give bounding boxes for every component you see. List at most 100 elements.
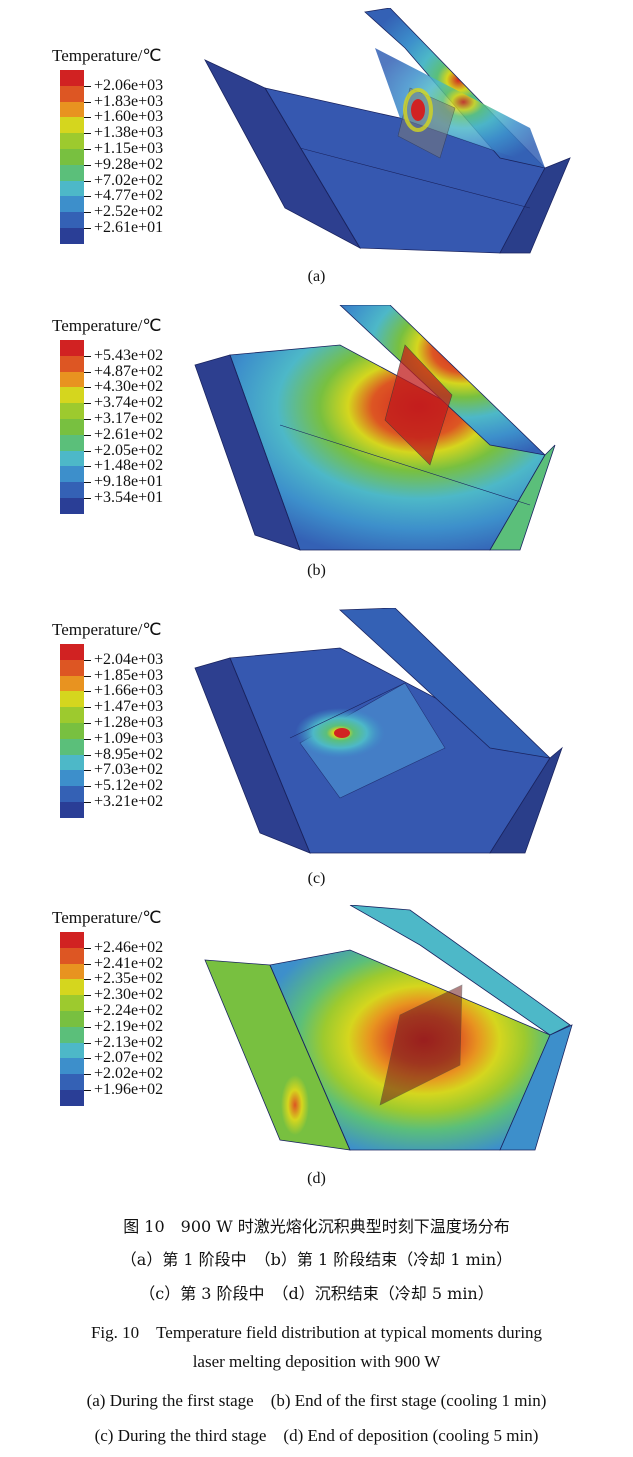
- legend-swatch: [60, 101, 84, 118]
- legend-value: +3.54e+01: [94, 489, 164, 506]
- legend-value: +4.77e+02: [94, 187, 164, 205]
- panel-a: Temperature/℃ +2.06e+03 +1.83e+03 +1.60e+0…: [0, 0, 633, 295]
- legend-tick: [84, 85, 91, 87]
- legend-swatch: [60, 466, 84, 483]
- legend-tick: [84, 498, 91, 499]
- fem-model-a: [204, 8, 571, 254]
- legend-value: +1.66e+03: [94, 682, 164, 700]
- legend-value: +1.09e+03: [94, 729, 164, 747]
- legend-tick: [84, 754, 91, 756]
- legend-swatch: [60, 164, 84, 182]
- caption-cn-sub-2: （c）第 3 阶段中 （d）沉积结束（冷却 5 min）: [139, 1284, 494, 1303]
- legend-tick: [84, 1074, 91, 1076]
- legend-swatch: [60, 149, 84, 166]
- legend-tick: [84, 675, 91, 677]
- legend-value: +9.28e+02: [94, 155, 164, 173]
- caption-en-sub-1: (a) During the first stage (b) End of th…: [86, 1391, 547, 1410]
- legend-value: +7.02e+02: [94, 171, 164, 189]
- legend-swatch: [60, 644, 84, 661]
- legend-swatch: [60, 995, 84, 1012]
- legend-value: +1.83e+03: [94, 92, 164, 110]
- legend-value: +5.43e+02: [94, 346, 164, 364]
- legend-swatch: [60, 1074, 84, 1091]
- legend-value: +4.87e+02: [94, 362, 164, 380]
- legend-value: +1.28e+03: [94, 714, 164, 731]
- legend-swatch: [60, 659, 84, 677]
- caption-en-sub-2: (c) During the third stage (d) End of de…: [94, 1426, 539, 1445]
- legend-value: +2.35e+02: [94, 970, 164, 988]
- panel-d: Temperature/℃ +2.46e+02 +2.41e+02 +2.35e+0…: [0, 900, 633, 1195]
- legend-tick: [84, 180, 91, 182]
- legend-swatch: [60, 371, 84, 388]
- legend-title: Temperature/℃: [52, 908, 162, 927]
- legend-tick: [84, 196, 91, 198]
- legend-swatch: [60, 754, 84, 771]
- legend-swatch: [60, 932, 84, 949]
- legend-tick: [84, 149, 91, 150]
- legend-swatch: [60, 403, 84, 420]
- legend-tick: [84, 419, 91, 420]
- legend-a: Temperature/℃ +2.06e+03 +1.83e+03 +1.60e+0…: [52, 46, 164, 248]
- subfigure-label-c: (c): [307, 870, 326, 887]
- legend-tick: [84, 387, 91, 389]
- panel-b: Temperature/℃ +5.43e+02 +4.87e+02 +4.30e+0…: [0, 300, 633, 590]
- legend-tick: [84, 723, 91, 724]
- legend-swatch: [60, 1042, 84, 1059]
- legend-tick: [84, 355, 91, 357]
- legend-title: Temperature/℃: [52, 620, 162, 639]
- legend-tick: [84, 466, 91, 468]
- caption-en-title-2: laser melting deposition with 900 W: [192, 1352, 441, 1371]
- legend-tick: [84, 1090, 91, 1091]
- legend-swatch: [60, 979, 84, 996]
- subfigure-label-a: (a): [307, 268, 326, 285]
- legend-tick: [84, 659, 91, 661]
- legend-value: +2.24e+02: [94, 1002, 164, 1019]
- legend-title: Temperature/℃: [52, 316, 162, 335]
- legend-swatch: [60, 691, 84, 708]
- legend-value: +3.17e+02: [94, 410, 164, 427]
- legend-tick: [84, 434, 91, 436]
- legend-value: +2.19e+02: [94, 1017, 164, 1035]
- legend-value: +5.12e+02: [94, 777, 164, 795]
- legend-value: +2.41e+02: [94, 954, 164, 972]
- legend-c: Temperature/℃ +2.04e+03 +1.85e+03 +1.66e+0…: [52, 620, 164, 822]
- legend-scale: +2.04e+03 +1.85e+03 +1.66e+03 +1.47e+03 +1.2…: [52, 644, 164, 822]
- legend-tick: [84, 691, 91, 693]
- legend-value: +2.04e+03: [94, 650, 164, 668]
- fem-model-b: [194, 305, 556, 551]
- legend-tick: [84, 403, 91, 405]
- subfigure-label-b: (b): [307, 562, 326, 579]
- legend-tick: [84, 738, 91, 740]
- panel-c: Temperature/℃ +2.04e+03 +1.85e+03 +1.66e+0…: [0, 600, 633, 895]
- subfigure-label-d: (d): [307, 1170, 326, 1187]
- legend-swatch: [60, 196, 84, 213]
- legend-tick: [84, 450, 91, 452]
- legend-title: Temperature/℃: [52, 46, 162, 65]
- legend-swatch: [60, 1090, 84, 1107]
- legend-swatch: [60, 1058, 84, 1075]
- legend-swatch: [60, 498, 84, 515]
- legend-value: +3.74e+02: [94, 394, 164, 412]
- caption-cn-title: 图 10 900 W 时激光熔化沉积典型时刻下温度场分布: [123, 1217, 510, 1236]
- legend-swatch: [60, 434, 84, 452]
- legend-value: +2.61e+01: [94, 219, 164, 236]
- legend-swatch: [60, 133, 84, 150]
- legend-value: +1.47e+03: [94, 698, 164, 716]
- legend-tick: [84, 482, 91, 484]
- legend-swatch: [60, 355, 84, 373]
- caption-cn-sub-1: （a）第 1 阶段中 （b）第 1 阶段结束（冷却 1 min）: [120, 1250, 513, 1269]
- legend-swatch: [60, 450, 84, 467]
- legend-swatch: [60, 1026, 84, 1044]
- legend-swatch: [60, 1011, 84, 1028]
- legend-value: +4.30e+02: [94, 378, 164, 396]
- legend-value: +2.13e+02: [94, 1033, 164, 1051]
- legend-value: +1.85e+03: [94, 666, 164, 684]
- fem-model-d: [204, 905, 573, 1151]
- legend-swatch: [60, 675, 84, 692]
- legend-swatch: [60, 786, 84, 803]
- legend-swatch: [60, 770, 84, 787]
- legend-swatch: [60, 707, 84, 724]
- legend-tick: [84, 802, 91, 803]
- legend-tick: [84, 995, 91, 997]
- legend-tick: [84, 947, 91, 949]
